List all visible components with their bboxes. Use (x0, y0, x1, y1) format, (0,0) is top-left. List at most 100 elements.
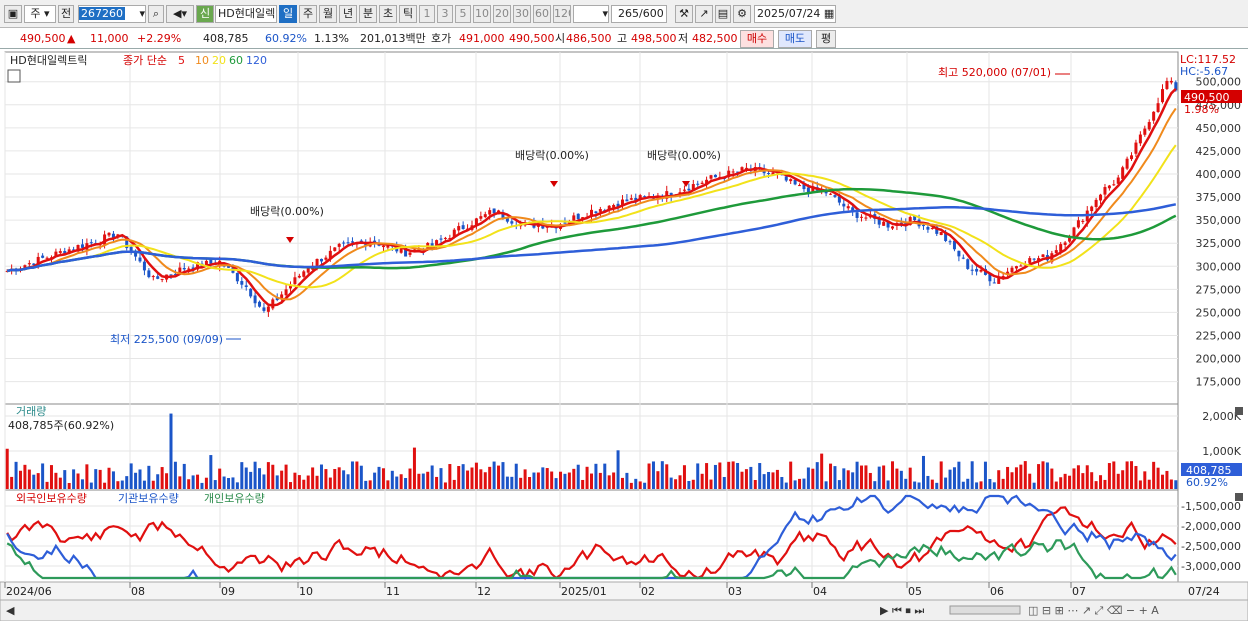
interval-60[interactable]: 60 (533, 5, 551, 23)
volume-bar (554, 478, 558, 489)
ma120-line (6, 203, 1177, 273)
interval-5[interactable]: 5 (455, 5, 471, 23)
interval-3[interactable]: 3 (437, 5, 453, 23)
volume-bar (1169, 479, 1173, 489)
volume-bar (111, 471, 115, 489)
x-axis-label: 04 (813, 585, 827, 598)
volume-bar (882, 465, 886, 489)
volume-bar (262, 474, 266, 489)
chart-type-icon[interactable]: ⚒ (675, 5, 693, 23)
volume-bar (125, 476, 129, 489)
candle-body (921, 225, 925, 227)
volume-bar (944, 477, 948, 489)
tab-minute[interactable]: 분 (359, 5, 377, 23)
volume-bar (877, 466, 881, 489)
candle-body (638, 195, 642, 200)
candle-body (249, 288, 253, 297)
interval-10[interactable]: 10 (473, 5, 491, 23)
volume-bar (590, 473, 593, 489)
dividend-marker (682, 181, 690, 187)
volume-bar (709, 479, 713, 489)
search-icon[interactable]: ⌕ (148, 5, 164, 23)
tab-second[interactable]: 초 (379, 5, 397, 23)
low-price: 482,500 (692, 32, 738, 45)
prev-stock-button[interactable]: 전 (58, 5, 74, 23)
volume-bar (333, 468, 337, 489)
speaker-icon[interactable]: ◀▾ (166, 5, 194, 23)
candle-body (1169, 80, 1173, 83)
volume-bar (1014, 467, 1018, 489)
volume-bar (1161, 474, 1165, 489)
tab-monthly[interactable]: 월 (319, 5, 337, 23)
settings-gear-icon[interactable]: ⚙ (733, 5, 751, 23)
data-count-value: 265 (618, 7, 639, 20)
tab-daily[interactable]: 일 (279, 5, 297, 23)
date-picker[interactable]: 2025/07/24 ▦ (754, 5, 836, 23)
candle-body (1028, 258, 1032, 263)
volume-bar (842, 468, 846, 489)
tab-yearly[interactable]: 년 (339, 5, 357, 23)
candle-body (1081, 220, 1085, 222)
tab-tick[interactable]: 틱 (399, 5, 417, 23)
eval-button[interactable]: 평 (816, 30, 836, 48)
x-axis-band (0, 581, 1248, 601)
stock-name-field[interactable]: HD현대일렉 (215, 5, 277, 23)
candle-body (244, 285, 248, 287)
x-axis-label: 2025/01 (561, 585, 607, 598)
candle-body (266, 306, 270, 312)
window-menu-icon[interactable]: ▣ (4, 5, 22, 23)
candle-body (315, 258, 319, 268)
candle-body (536, 224, 540, 227)
candle-body (54, 251, 58, 257)
market-type-select[interactable]: 주 ▾ (24, 5, 56, 23)
volume-bar (23, 464, 27, 489)
volume-bar (550, 471, 554, 489)
volume-panel-title: 거래량 (16, 405, 46, 418)
candle-body (151, 276, 155, 278)
volume-current-box (1181, 463, 1242, 476)
volume-bar (868, 472, 872, 489)
candle-body (142, 261, 146, 271)
candle-body (1107, 185, 1111, 189)
volume-bar (342, 470, 346, 489)
interval-120[interactable]: 120 (553, 5, 571, 23)
sell-button[interactable]: 매도 (778, 30, 812, 48)
candle-body (691, 184, 695, 190)
volume-bar (200, 482, 204, 489)
volume-bar (514, 463, 518, 489)
date-value: 2025/07/24 (757, 7, 821, 20)
candle-body (957, 250, 961, 257)
buy-button[interactable]: 매수 (740, 30, 774, 48)
candle-body (789, 179, 793, 182)
volume-bar (94, 469, 98, 489)
interval-1[interactable]: 1 (419, 5, 435, 23)
holding-tick-label: -3,000,000 (1181, 560, 1241, 573)
volume-bar (439, 468, 443, 489)
price-tick-label: 275,000 (1196, 283, 1242, 296)
tab-weekly[interactable]: 주 (299, 5, 317, 23)
high-annotation: 최고 520,000 (07/01) (938, 66, 1051, 79)
volume-bar (620, 477, 624, 489)
stock-chart[interactable]: 최고 520,000 (07/01) 최저 225,500 (09/09) 배당락(… (0, 50, 1248, 621)
stock-code-input[interactable]: 267260 ▾ (78, 5, 146, 23)
candle-body (988, 273, 992, 282)
interval-30[interactable]: 30 (513, 5, 531, 23)
interval-20[interactable]: 20 (493, 5, 511, 23)
volume-bar (1094, 481, 1098, 489)
volume-bar (466, 470, 470, 489)
interval-custom-select[interactable]: ▾ (573, 5, 609, 23)
volume-bar (700, 473, 704, 489)
data-count-field[interactable]: 265/600 (611, 5, 667, 23)
candle-body (1174, 82, 1178, 91)
volume-bar (705, 463, 709, 489)
candle-body (846, 206, 850, 209)
candle-body (1019, 265, 1023, 267)
candle-body (435, 240, 439, 246)
calendar-icon[interactable]: ▦ (823, 7, 835, 20)
candle-body (979, 269, 983, 272)
save-icon[interactable]: ▤ (715, 5, 731, 23)
volume-bar (483, 472, 487, 489)
draw-tool-icon[interactable]: ↗ (695, 5, 713, 23)
ma-period-label: 20 (212, 54, 226, 67)
candle-body (1125, 158, 1129, 169)
